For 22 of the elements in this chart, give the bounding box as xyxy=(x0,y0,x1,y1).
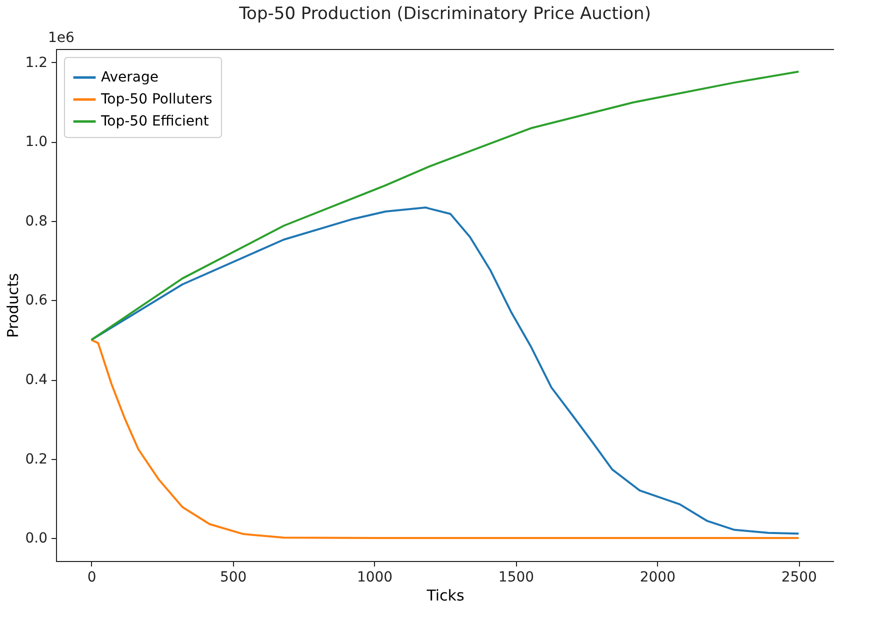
line-series xyxy=(90,338,800,540)
x-tick-label: 500 xyxy=(220,570,247,586)
x-tick-label: 1500 xyxy=(498,570,534,586)
text: 1e6 xyxy=(48,30,75,46)
x-tick-label: 2000 xyxy=(640,570,676,586)
line-series xyxy=(90,70,800,341)
chart-title: Top-50 Production (Discriminatory Price Auction) xyxy=(238,4,651,24)
legend-label: Top-50 Polluters xyxy=(100,92,212,108)
y-tick-label: 0.8 xyxy=(25,213,48,230)
x-axis-title: Ticks xyxy=(426,586,464,604)
y-axis-title: Products xyxy=(4,272,22,338)
x-tick-label: 1000 xyxy=(356,570,393,586)
y-tick-label: 0.0 xyxy=(25,530,48,547)
y-tick-label: 0.6 xyxy=(25,292,48,309)
y-tick-label: 1.2 xyxy=(25,54,48,71)
x-tick-label: 2500 xyxy=(781,570,817,586)
y-tick-label: 0.2 xyxy=(25,451,48,468)
legend-label: Top-50 Efficient xyxy=(100,114,210,130)
y-tick-label: 0.4 xyxy=(25,372,48,388)
x-tick-label: 0 xyxy=(87,570,96,586)
y-tick-label: 1.0 xyxy=(25,134,48,150)
legend-label: Average xyxy=(101,70,158,86)
